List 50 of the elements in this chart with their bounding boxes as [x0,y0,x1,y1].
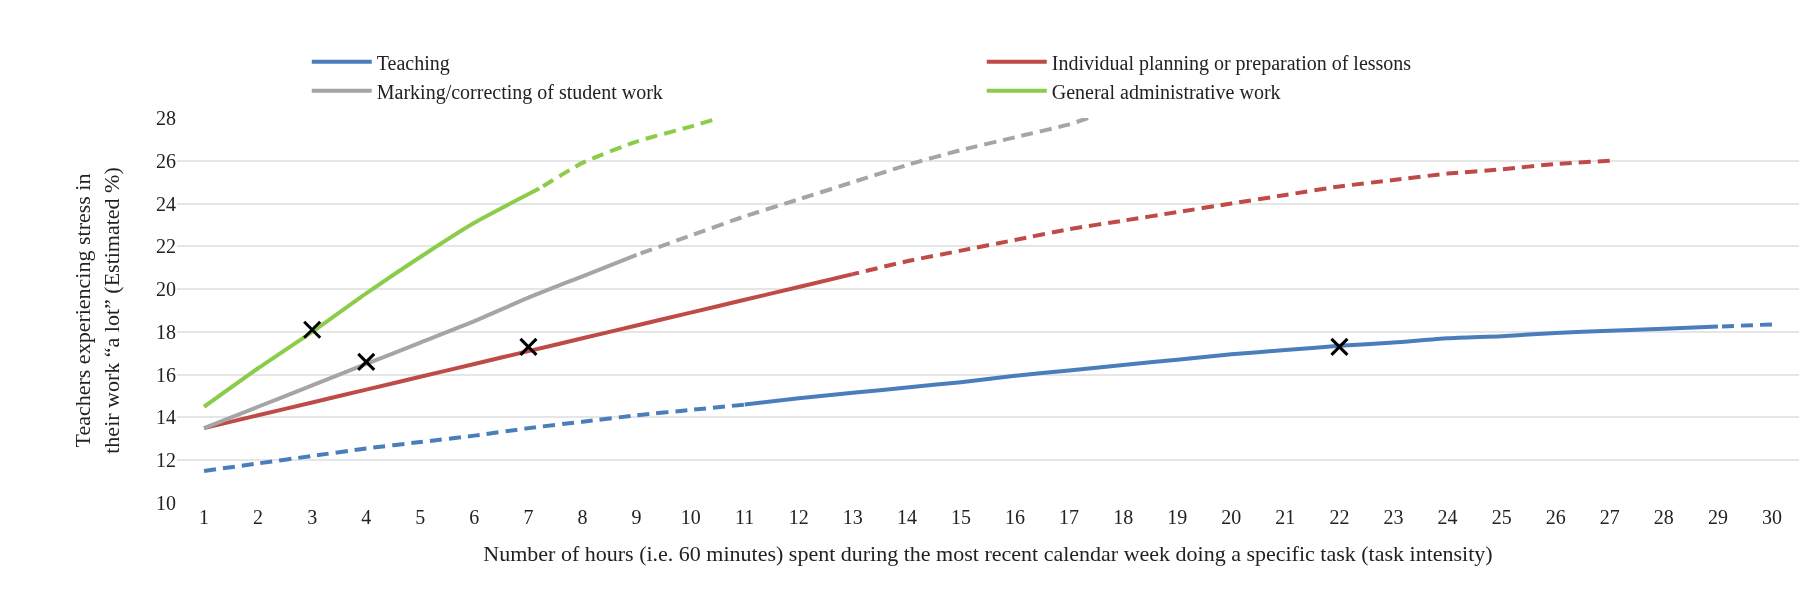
legend-label: Marking/correcting of student work [376,80,663,104]
x-tick-label: 27 [1599,506,1620,528]
x-tick-label: 3 [307,506,318,528]
x-tick-label: 25 [1491,506,1512,528]
x-tick-label: 23 [1383,506,1404,528]
x-tick-label: 4 [361,506,372,528]
x-tick-label: 21 [1275,506,1296,528]
y-tick-label: 14 [156,406,176,429]
legend-label: General administrative work [1051,80,1281,103]
y-tick-label: 12 [156,449,176,472]
y-axis-title: Teachers experiencing stress in their work “a lot” (Estimated %) [70,167,124,454]
x-tick-label: 28 [1653,506,1674,528]
x-tick-label: 7 [523,506,534,528]
y-tick-label: 28 [156,107,176,129]
x-tick-label: 30 [1761,506,1782,528]
y-tick-label: 18 [156,320,176,343]
x-tick-label: 14 [896,506,917,528]
x-tick-label: 9 [631,506,642,528]
x-tick-label: 16 [1005,506,1026,528]
point [302,320,322,340]
point [356,352,376,372]
x-tick-label: 13 [842,506,863,528]
x-tick-label: 10 [680,506,701,528]
x-tick-label: 15 [950,506,971,528]
x-tick-label: 18 [1113,506,1134,528]
x-tick-label: 11 [735,506,755,528]
x-tick-label: 5 [415,506,426,528]
x-tick-label: 12 [788,506,809,528]
x-tick-label: 29 [1707,506,1728,528]
x-tick-label: 8 [577,506,588,528]
point [1329,337,1349,357]
y-tick-label: 16 [156,363,176,386]
x-tick-label: 22 [1329,506,1350,528]
point [518,337,538,357]
x-tick-label: 26 [1545,506,1566,528]
legend-label: Individual planning or preparation of lessons [1051,51,1412,75]
x-tick-label: 17 [1059,506,1080,528]
x-tick-label: 1 [199,506,210,528]
x-tick-label: 19 [1167,506,1188,528]
y-tick-label: 10 [156,492,176,514]
y-tick-label: 22 [156,235,176,258]
x-tick-label: 6 [469,506,480,528]
y-tick-label: 26 [156,149,176,172]
y-tick-label: 24 [156,192,176,215]
x-tick-label: 20 [1221,506,1242,528]
x-tick-label: 24 [1437,506,1458,528]
x-tick-label: 2 [253,506,264,528]
x-axis-title: Number of hours (i.e. 60 minutes) spent during the most recent calendar week doing a specific task (task intensity) [483,540,1493,566]
legend-label: Teaching [376,51,450,75]
y-tick-label: 20 [156,278,176,301]
